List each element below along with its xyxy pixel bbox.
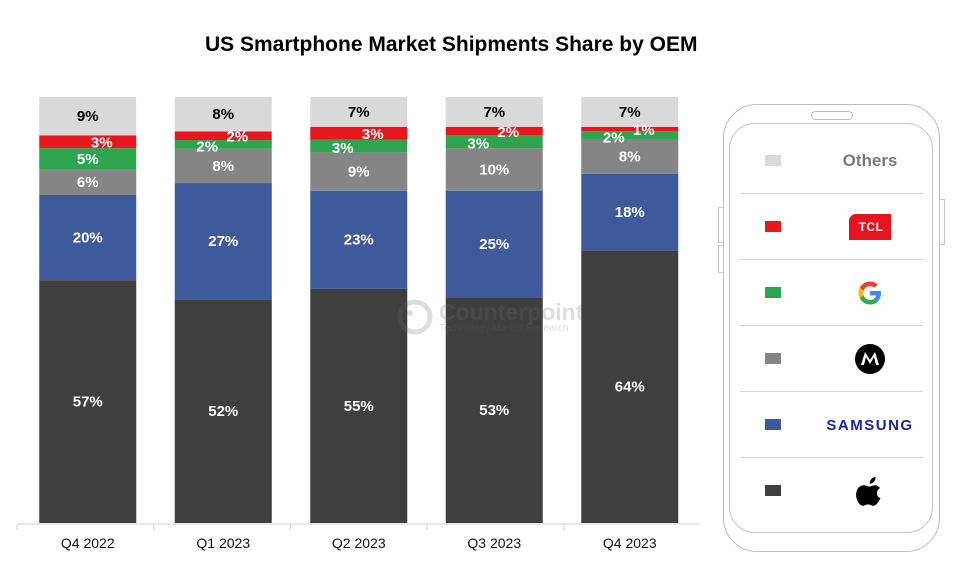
google-logo-icon [858, 281, 881, 305]
x-axis: Q4 2022 Q1 2023 Q2 2023 Q3 2023 Q4 2023 [16, 523, 700, 551]
bar-segment-others-q2-2023 [310, 97, 408, 127]
data-label-samsung-q4-2022: 20% [73, 230, 103, 247]
motorola-logo-icon [855, 344, 885, 374]
bar-segment-google-q4-2022 [39, 148, 137, 170]
data-label-apple-q4-2023: 64% [615, 379, 645, 396]
data-label-others-q4-2023: 7% [619, 104, 641, 121]
legend-swatch [765, 485, 781, 496]
data-label-apple-q4-2022: 57% [73, 394, 103, 411]
bar-segment-samsung-q4-2023 [581, 173, 679, 251]
bar-segment-apple-q4-2023 [581, 250, 679, 524]
data-label-others-q4-2022: 9% [77, 108, 99, 125]
data-label-google-q3-2023: 3% [467, 136, 489, 153]
bar-segment-motorola-q2-2023 [310, 152, 408, 191]
samsung-logo-icon: SAMSUNG [826, 416, 914, 434]
bar-segment-motorola-q3-2023 [445, 148, 543, 191]
bar-segment-others-q4-2023 [581, 97, 679, 127]
bar-segment-apple-q1-2023 [174, 299, 272, 523]
chart-title-text: US Smartphone Market Shipments Share by … [205, 33, 698, 56]
bar-segment-google-q1-2023 [174, 140, 272, 149]
data-label-google-q4-2023: 2% [603, 129, 625, 146]
data-label-samsung-q4-2023: 18% [615, 204, 645, 221]
watermark-name: Counterpoint [439, 298, 584, 325]
data-label-tcl-q3-2023: 2% [497, 124, 519, 141]
bar-segment-others-q3-2023 [445, 97, 543, 127]
tcl-logo-icon: TCL [848, 214, 892, 240]
bar-segment-tcl-q2-2023 [310, 126, 408, 140]
bar-segment-others-q4-2022 [39, 97, 137, 136]
data-label-motorola-q2-2023: 9% [348, 164, 370, 181]
apple-logo-icon [856, 477, 881, 506]
data-label-tcl-q4-2022: 3% [91, 135, 113, 152]
phone-speaker [811, 111, 853, 120]
phone-side-button [718, 245, 724, 273]
counterpoint-logo-icon [397, 299, 433, 335]
bar-segment-samsung-q1-2023 [174, 183, 272, 300]
bar-segment-samsung-q2-2023 [310, 190, 408, 289]
bar-segment-tcl-q3-2023 [445, 126, 543, 136]
data-label-google-q4-2022: 5% [77, 151, 99, 168]
legend-swatch [765, 419, 781, 430]
data-label-motorola-q4-2022: 6% [77, 174, 99, 191]
x-tick-label: Q4 2022 [61, 535, 115, 551]
data-label-samsung-q3-2023: 25% [479, 236, 509, 253]
stacked-bar-chart: 57%20%6%5%3%9%52%27%8%2%2%8%55%23%9%3%3%… [16, 97, 700, 551]
bar-segment-samsung-q4-2022 [39, 194, 137, 281]
x-tick-label: Q1 2023 [196, 535, 250, 551]
bar-segment-google-q3-2023 [445, 135, 543, 149]
x-tick-label: Q2 2023 [332, 535, 386, 551]
bar-segment-tcl-q4-2022 [39, 135, 137, 149]
data-label-others-q3-2023: 7% [483, 104, 505, 121]
bar-segment-tcl-q4-2023 [581, 126, 679, 132]
data-label-motorola-q1-2023: 8% [212, 158, 234, 175]
data-label-samsung-q1-2023: 27% [208, 233, 238, 250]
legend-swatch [765, 155, 781, 166]
data-label-apple-q2-2023: 55% [344, 398, 374, 415]
phone-side-button [939, 199, 945, 245]
data-label-apple-q1-2023: 52% [208, 403, 238, 420]
legend-item-motorola [740, 326, 923, 392]
phone-side-button [718, 207, 724, 243]
data-label-motorola-q4-2023: 8% [619, 149, 641, 166]
bar-segment-samsung-q3-2023 [445, 190, 543, 298]
data-label-others-q1-2023: 8% [212, 106, 234, 123]
data-label-tcl-q1-2023: 2% [226, 129, 248, 146]
bar-segment-motorola-q1-2023 [174, 148, 272, 184]
data-label-tcl-q2-2023: 3% [362, 126, 384, 143]
legend-swatch [765, 221, 781, 232]
legend-item-tcl: TCL [740, 194, 923, 260]
bar-segment-others-q1-2023 [174, 97, 272, 132]
x-tick-label: Q3 2023 [467, 535, 521, 551]
data-label-motorola-q3-2023: 10% [479, 161, 509, 178]
legend-item-others: Others [740, 128, 923, 194]
data-label-samsung-q2-2023: 23% [344, 232, 374, 249]
watermark-tagline: Technology Market Research [439, 322, 569, 334]
data-label-google-q1-2023: 2% [196, 138, 218, 155]
bar-segment-apple-q2-2023 [310, 288, 408, 523]
legend-label-others: Others [842, 151, 898, 170]
legend-item-samsung: SAMSUNG [740, 392, 923, 458]
bar-segment-google-q4-2023 [581, 131, 679, 140]
data-label-others-q2-2023: 7% [348, 104, 370, 121]
bar-segment-apple-q4-2022 [39, 280, 137, 523]
legend-item-google [740, 260, 923, 326]
data-label-tcl-q4-2023: 1% [633, 122, 655, 139]
legend: Others TCL [729, 123, 933, 533]
bar-segment-motorola-q4-2022 [39, 169, 137, 195]
bars-group: 57%20%6%5%3%9%52%27%8%2%2%8%55%23%9%3%3%… [39, 97, 679, 524]
bar-segment-motorola-q4-2023 [581, 139, 679, 174]
data-label-google-q2-2023: 3% [332, 140, 354, 157]
legend-swatch [765, 287, 781, 298]
counterpoint-watermark: Counterpoint Technology Market Research [395, 297, 583, 337]
bar-segment-tcl-q1-2023 [174, 131, 272, 141]
x-tick-label: Q4 2023 [603, 535, 657, 551]
legend-item-apple [740, 458, 923, 524]
legend-swatch [765, 353, 781, 364]
bar-segment-google-q2-2023 [310, 139, 408, 153]
data-label-apple-q3-2023: 53% [479, 402, 509, 419]
legend-phone-frame: Others TCL [718, 104, 945, 552]
bar-segment-apple-q3-2023 [445, 297, 543, 523]
